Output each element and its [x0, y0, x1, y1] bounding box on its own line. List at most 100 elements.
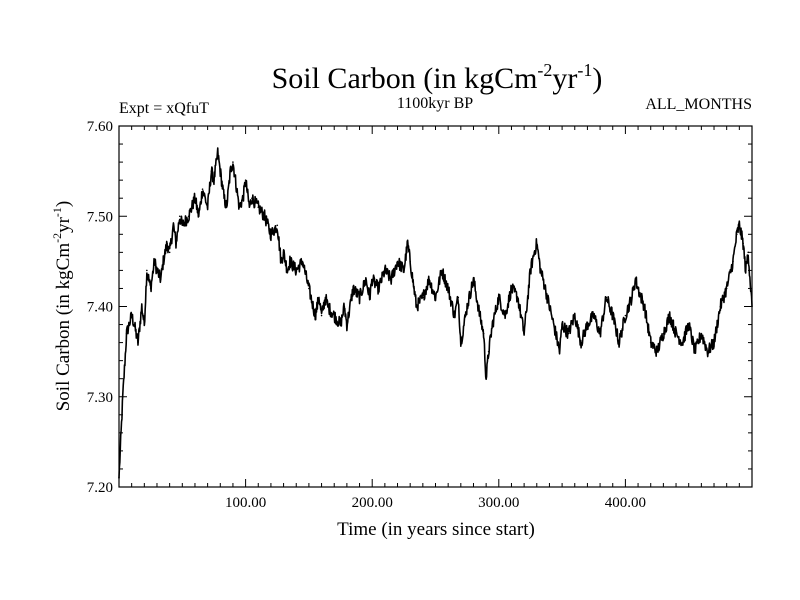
data-point: [498, 296, 500, 299]
data-point: [510, 287, 513, 290]
x-tick-label: 200.00: [352, 495, 393, 511]
data-point: [554, 332, 557, 335]
data-point: [295, 269, 298, 272]
data-point: [343, 305, 346, 308]
subtitle-months: ALL_MONTHS: [645, 96, 752, 113]
data-point: [706, 350, 709, 353]
data-point: [197, 215, 200, 218]
x-tick-label: 100.00: [225, 495, 266, 511]
data-point: [738, 224, 741, 227]
data-point: [140, 305, 143, 308]
data-point: [453, 314, 456, 317]
y-axis-label: Soil Carbon (in kgCm-2yr-1): [50, 201, 74, 412]
data-point: [289, 260, 291, 263]
data-point: [219, 170, 222, 172]
data-point: [235, 188, 238, 190]
data-point: [248, 206, 251, 209]
y-axis-label-end: ): [53, 201, 74, 207]
data-point: [662, 332, 665, 335]
chart-title-sup2: -1: [577, 60, 592, 80]
data-point: [624, 314, 627, 317]
data-point: [403, 269, 405, 272]
data-point: [156, 269, 158, 272]
data-point: [352, 287, 355, 290]
data-point: [232, 161, 234, 163]
data-point: [133, 323, 135, 326]
y-tick-label: 7.30: [87, 390, 113, 406]
data-point: [384, 269, 386, 272]
data-point: [223, 197, 225, 199]
data-point: [599, 332, 601, 335]
data-point: [542, 278, 544, 281]
data-point: [611, 314, 614, 317]
x-axis-label: Time (in years since start): [337, 519, 535, 540]
data-point: [548, 305, 551, 308]
data-point: [535, 242, 538, 245]
y-tick-label: 7.60: [87, 119, 113, 135]
y-axis-label-mid: yr: [53, 216, 74, 233]
data-point: [333, 314, 336, 317]
data-point: [206, 206, 209, 209]
data-point: [153, 260, 156, 263]
data-point: [251, 197, 253, 199]
data-point: [567, 332, 570, 335]
series-line: [118, 147, 753, 479]
data-point: [339, 323, 342, 326]
data-point: [415, 305, 418, 308]
data-point: [643, 305, 646, 308]
data-point: [276, 224, 279, 227]
data-point: [618, 341, 620, 344]
data-point: [558, 350, 561, 353]
data-point: [605, 296, 608, 299]
data-point: [637, 287, 639, 290]
data-point: [216, 152, 219, 154]
data-point: [687, 323, 690, 326]
data-point: [210, 170, 213, 172]
data-point: [314, 314, 317, 317]
data-point: [168, 251, 171, 254]
data-point: [744, 269, 747, 272]
data-point: [327, 305, 329, 308]
data-point: [485, 377, 487, 380]
subtitle-experiment: Expt = xQfuT: [119, 100, 209, 117]
data-point: [270, 233, 272, 236]
data-point: [736, 233, 738, 236]
data-point: [368, 296, 371, 299]
data-point: [121, 395, 124, 398]
data-point: [301, 260, 304, 263]
data-point: [675, 332, 677, 335]
y-axis-label-sup1: -2: [50, 233, 64, 243]
data-point: [428, 278, 430, 281]
data-point: [732, 260, 734, 263]
data-point: [700, 332, 703, 335]
y-tick-label: 7.40: [87, 300, 113, 316]
y-tick-label: 7.20: [87, 480, 113, 496]
data-point: [390, 278, 392, 281]
data-point: [719, 305, 722, 308]
data-point: [308, 287, 310, 290]
data-point: [447, 287, 449, 290]
data-point: [166, 242, 168, 245]
data-point: [263, 215, 266, 218]
chart-title-mid: yr: [552, 62, 577, 95]
data-point: [434, 296, 437, 299]
data-point: [491, 323, 494, 326]
data-point: [460, 341, 462, 344]
data-point: [725, 287, 728, 290]
data-point: [396, 260, 399, 263]
data-point: [213, 179, 215, 181]
data-point: [533, 251, 536, 254]
data-point: [377, 287, 380, 290]
data-point: [592, 314, 595, 317]
data-point: [422, 296, 424, 299]
data-point: [175, 242, 177, 245]
data-point: [244, 179, 247, 181]
data-point: [149, 287, 152, 290]
data-point: [201, 188, 204, 190]
data-point: [159, 278, 162, 281]
x-tick-label: 300.00: [478, 495, 519, 511]
data-point: [523, 332, 525, 335]
data-point: [318, 296, 320, 299]
data-point: [282, 251, 285, 254]
